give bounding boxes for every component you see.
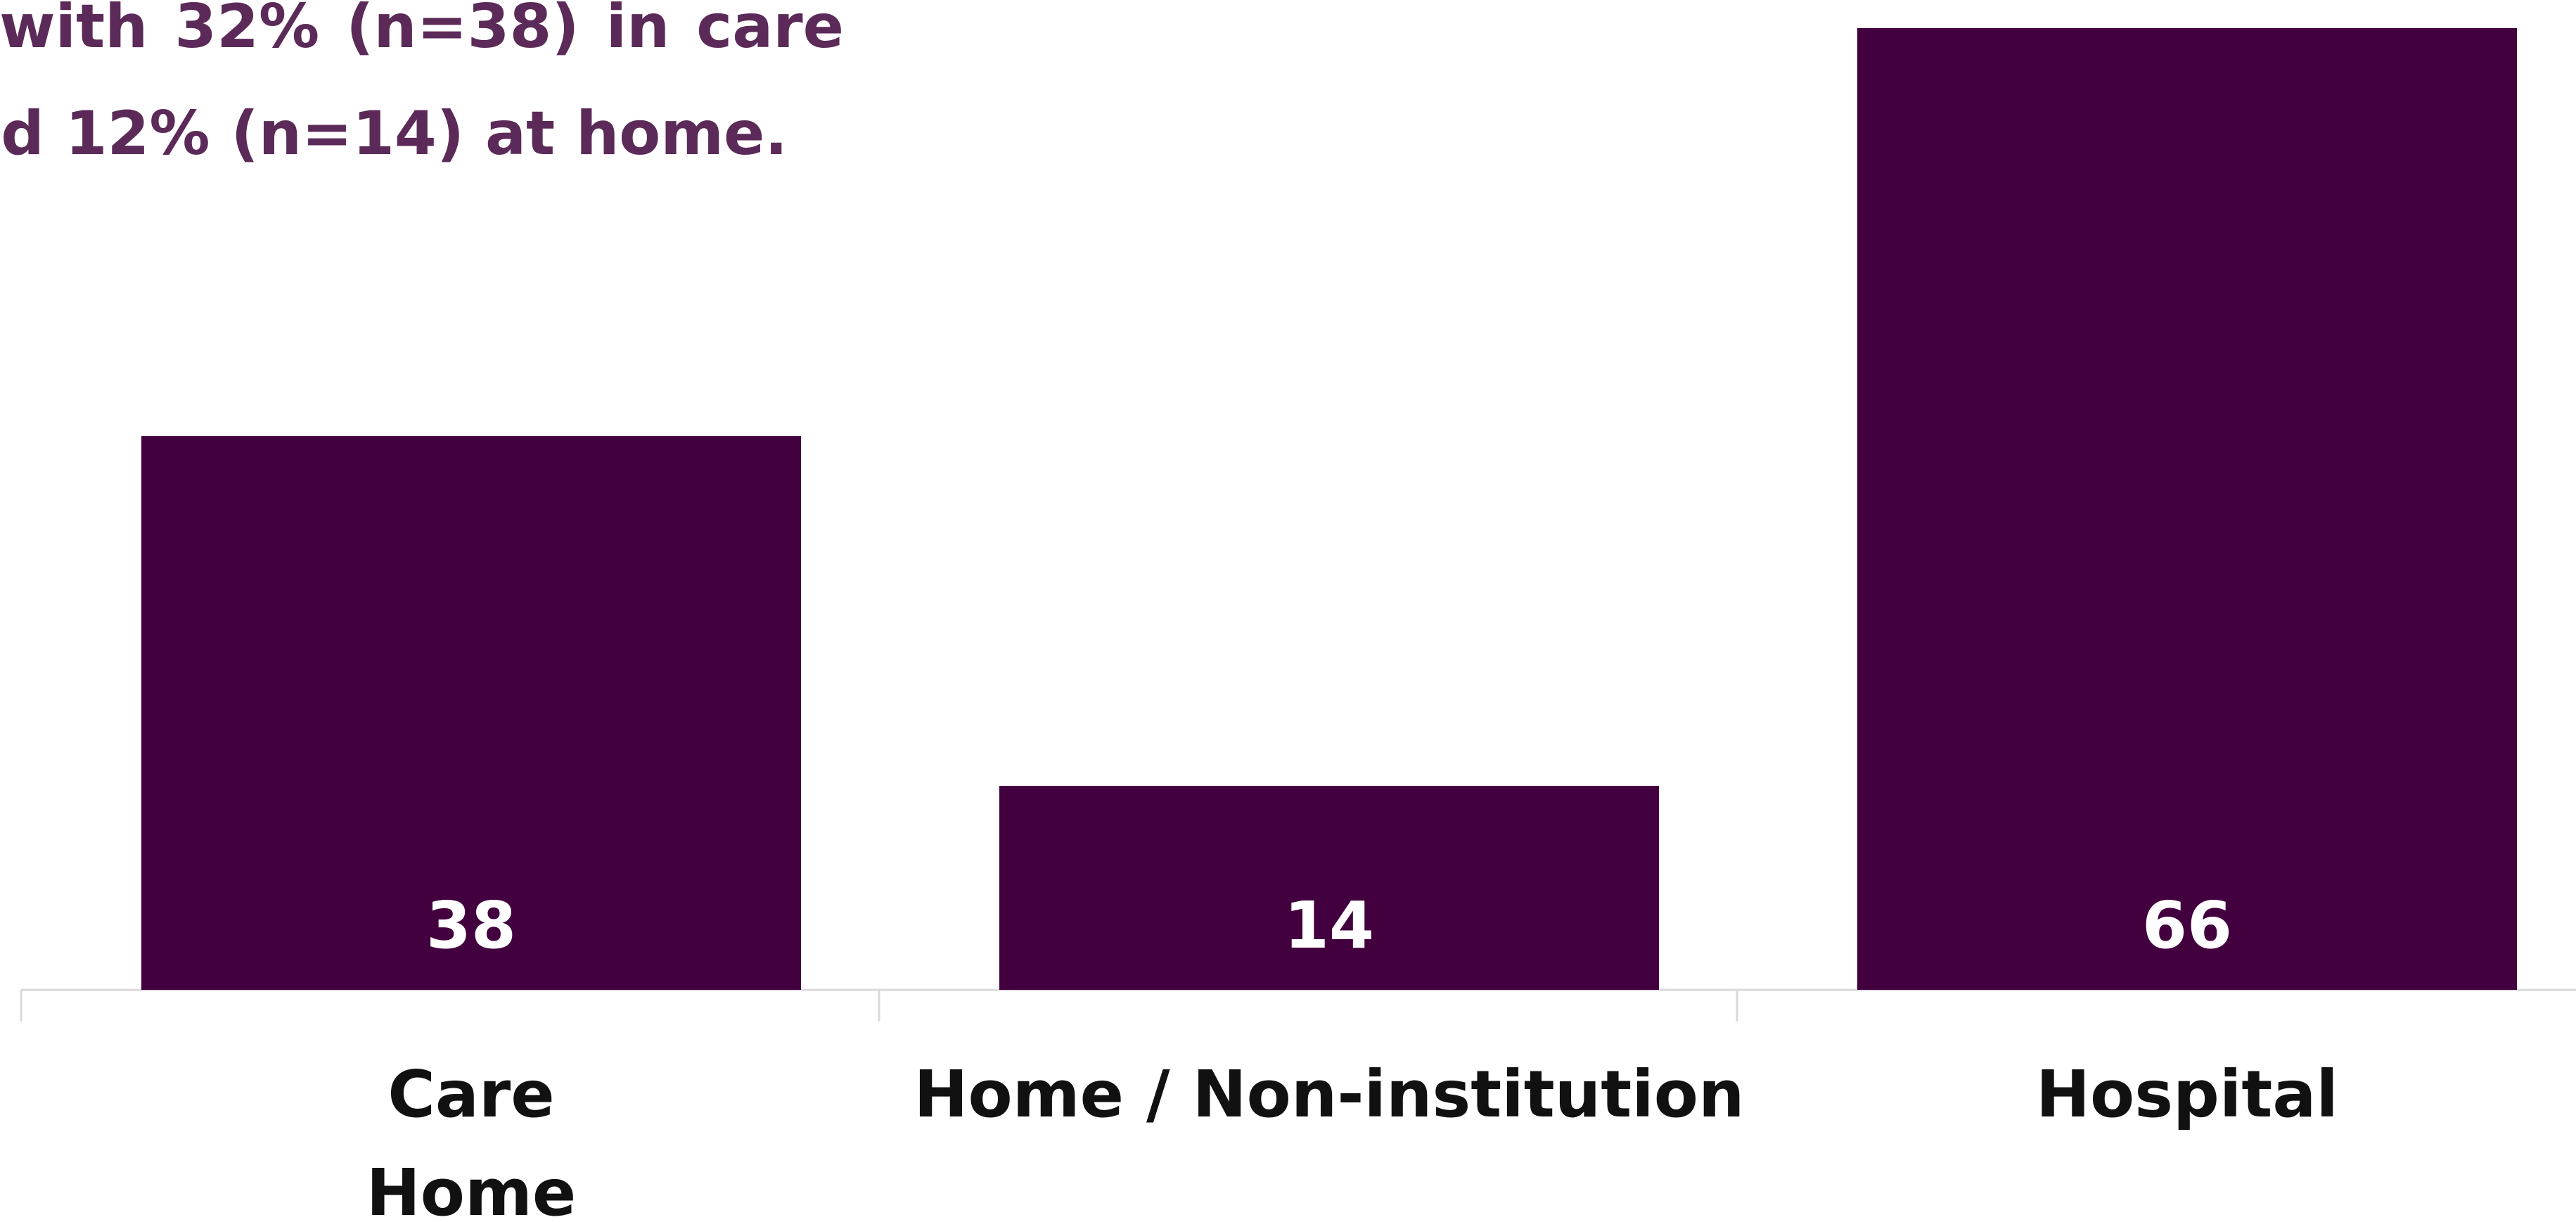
data-label: 14	[1284, 888, 1374, 963]
data-label: 38	[426, 888, 516, 963]
category-label: Home / Non-institution	[914, 1057, 1745, 1132]
data-label: 66	[2142, 888, 2232, 963]
chart-caption: al with 32% (n=38) in care and 12% (n=14…	[0, 0, 872, 183]
bar-series	[141, 28, 2517, 990]
data-labels: 38 14 66	[426, 888, 2232, 963]
category-labels: Care Home Home / Non-institution Hospital	[366, 1057, 2338, 1222]
x-axis	[20, 988, 2576, 1021]
bar	[999, 786, 1659, 990]
category-label: Care Home	[366, 1057, 576, 1222]
category-label: Hospital	[2036, 1057, 2338, 1132]
bar	[1857, 28, 2517, 990]
caption-line-2: and 12% (n=14) at home.	[0, 98, 788, 169]
bar	[141, 435, 801, 990]
caption-line-1: al with 32% (n=38) in care	[0, 0, 844, 62]
